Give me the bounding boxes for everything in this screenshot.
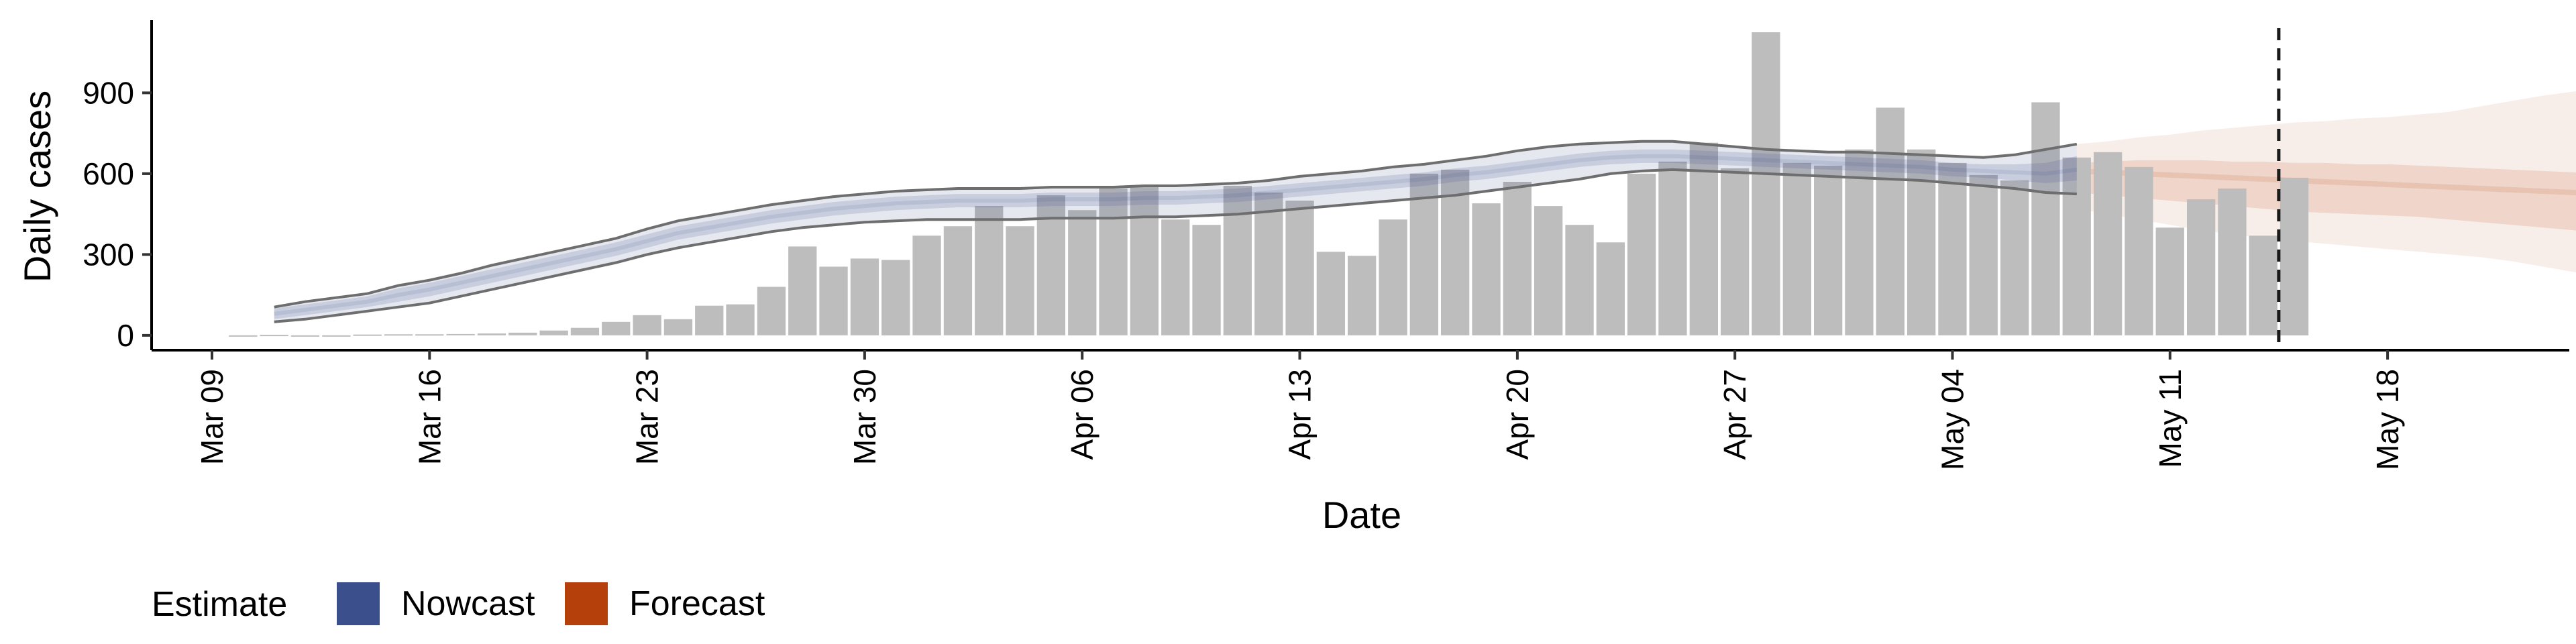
case-bar	[602, 321, 631, 335]
case-bar	[1068, 210, 1097, 335]
case-bar	[1845, 149, 1874, 335]
x-tick-label: Mar 16	[412, 369, 447, 465]
legend-label-forecast: Forecast	[629, 584, 765, 623]
x-tick-label: Apr 06	[1065, 369, 1099, 460]
case-bar	[943, 226, 973, 335]
case-bar	[2125, 166, 2153, 335]
case-bar	[1254, 193, 1283, 335]
case-bar	[1130, 187, 1159, 335]
nowcast-lower-line	[274, 168, 2077, 323]
case-bar	[2218, 189, 2247, 335]
observed-case-bars	[229, 32, 2309, 337]
case-bar	[726, 304, 755, 335]
case-bar	[2279, 178, 2309, 335]
case-bar	[1782, 162, 1811, 335]
y-tick-label: 600	[83, 156, 134, 191]
case-bar	[663, 319, 693, 335]
case-bar	[1596, 242, 1625, 335]
legend-label-nowcast: Nowcast	[401, 584, 535, 623]
case-bar	[2000, 180, 2029, 335]
case-bar	[477, 333, 506, 335]
case-bar	[1503, 182, 1532, 335]
nowcast-band-90	[274, 141, 2077, 322]
case-bar	[1658, 161, 1687, 335]
case-bar	[757, 286, 786, 335]
y-tick-label: 900	[83, 75, 134, 110]
case-bar	[819, 266, 848, 335]
case-bar	[1379, 219, 1407, 335]
y-tick-label: 0	[117, 318, 134, 353]
case-bar	[1565, 225, 1594, 335]
case-bar	[695, 305, 724, 335]
case-bar	[260, 335, 288, 337]
case-bar	[1876, 107, 1904, 335]
case-bar	[1752, 32, 1780, 335]
legend: Estimate Nowcast Forecast	[152, 582, 765, 625]
case-bar	[539, 330, 568, 335]
case-bar	[1006, 226, 1034, 335]
x-tick-label: May 04	[1935, 369, 1970, 470]
case-bar	[1721, 168, 1750, 335]
case-bar	[881, 260, 910, 335]
case-bar	[912, 235, 941, 335]
x-tick-label: Apr 27	[1717, 369, 1752, 460]
case-bar	[570, 327, 600, 335]
nowcast-bands	[274, 140, 2078, 323]
case-bar	[229, 335, 258, 337]
case-bar	[508, 332, 537, 335]
case-bar	[1161, 219, 1190, 335]
case-bar	[1223, 186, 1252, 335]
x-tick-label: Mar 09	[195, 369, 229, 465]
nowcast-median	[274, 154, 2078, 316]
case-bar	[415, 334, 444, 336]
nowcast-band-50	[274, 149, 2077, 319]
case-bar	[1534, 206, 1563, 335]
x-tick-label: May 18	[2370, 369, 2405, 470]
axes: 0 300 600 900 Mar 09 Mar 16 Mar 23 Mar 30 Apr 06…	[83, 20, 2569, 470]
x-tick-label: Apr 13	[1283, 369, 1318, 460]
case-bar	[353, 334, 382, 336]
case-bar	[1409, 173, 1438, 335]
case-bar	[1814, 165, 1843, 335]
x-tick-label: Mar 30	[847, 369, 882, 465]
case-bar	[850, 258, 879, 335]
x-axis-title: Date	[1322, 494, 1401, 536]
x-tick-label: Mar 23	[630, 369, 665, 465]
case-bar	[633, 315, 661, 335]
case-bar	[2155, 227, 2184, 335]
x-tick-label: May 11	[2153, 369, 2188, 468]
case-bar	[975, 206, 1004, 335]
y-axis-title: Daily cases	[16, 91, 58, 282]
case-bar	[1316, 252, 1345, 335]
nowcast-upper-line	[274, 140, 2078, 309]
case-bar	[1285, 201, 1314, 335]
forecast-band-50	[2076, 160, 2576, 231]
case-bar	[2031, 102, 2060, 335]
case-bar	[1348, 256, 1377, 335]
case-bar	[1689, 142, 1718, 335]
case-bar	[1938, 162, 1967, 335]
x-tick-label: Apr 20	[1500, 369, 1535, 460]
case-bar	[1192, 225, 1221, 335]
case-bar	[384, 334, 413, 336]
case-bar	[290, 335, 320, 337]
case-bar	[1472, 203, 1501, 335]
case-bar	[1627, 173, 1656, 335]
case-bar	[322, 335, 351, 337]
case-bar	[2062, 157, 2091, 335]
case-bar	[788, 246, 817, 335]
case-bar	[2249, 235, 2277, 335]
case-bar	[2187, 199, 2216, 335]
y-tick-label: 300	[83, 237, 134, 272]
case-bar	[446, 333, 475, 335]
legend-key-nowcast	[337, 582, 380, 625]
legend-key-forecast	[565, 582, 608, 625]
case-bar	[1099, 189, 1128, 335]
forecast-median	[2076, 168, 2576, 196]
legend-title: Estimate	[152, 585, 287, 624]
case-bar	[1969, 174, 1998, 335]
case-bar	[2094, 152, 2123, 335]
